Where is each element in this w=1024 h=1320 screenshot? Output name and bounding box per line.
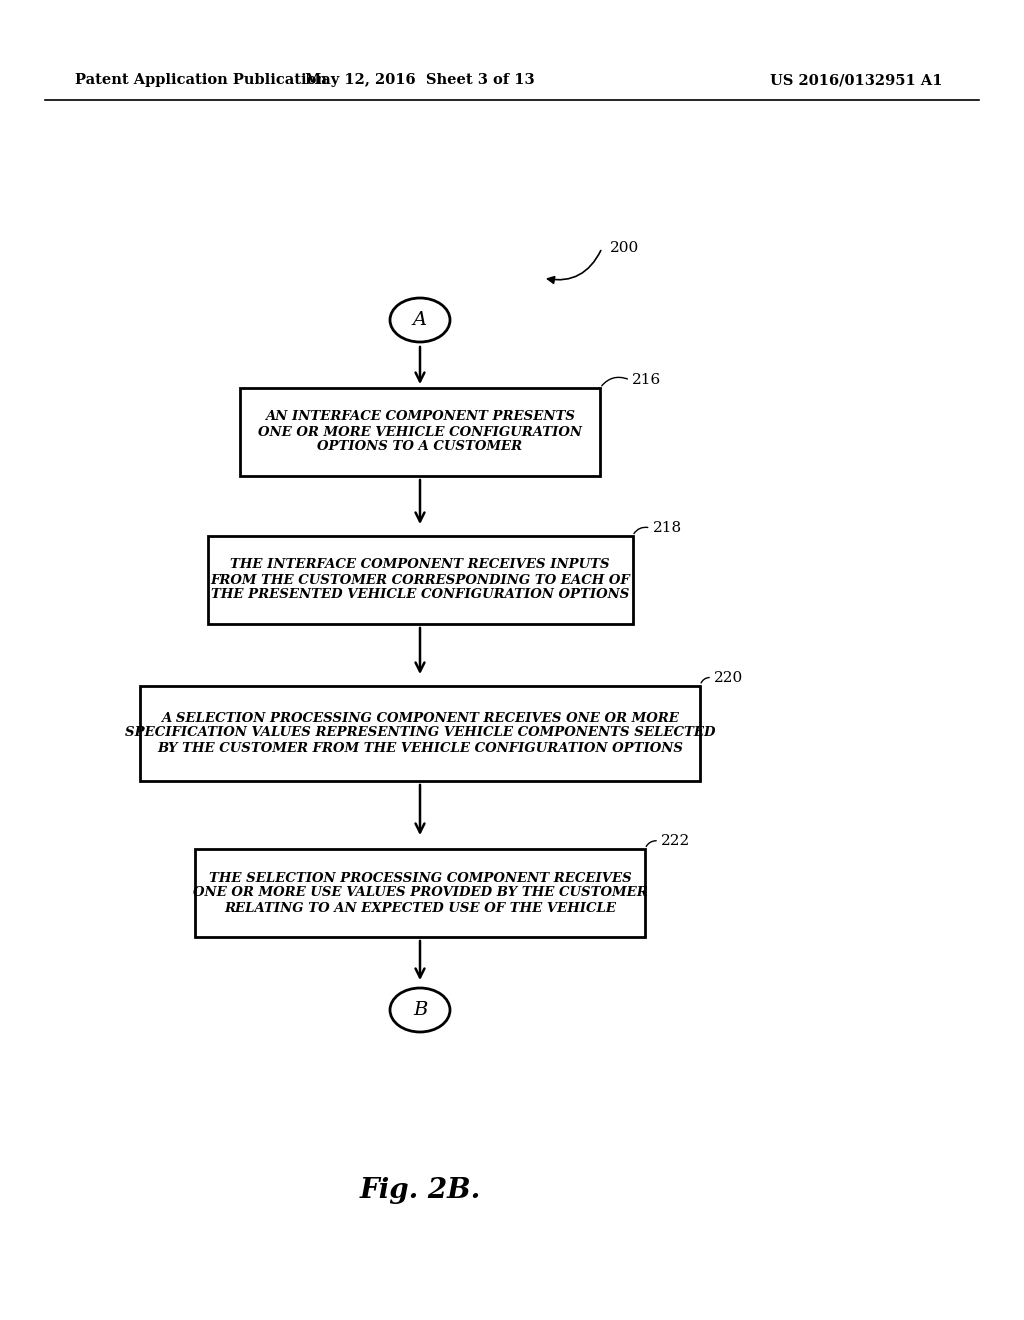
FancyBboxPatch shape (195, 849, 645, 937)
Text: 216: 216 (632, 374, 662, 387)
Text: AN INTERFACE COMPONENT PRESENTS
ONE OR MORE VEHICLE CONFIGURATION
OPTIONS TO A C: AN INTERFACE COMPONENT PRESENTS ONE OR M… (258, 411, 582, 454)
Text: US 2016/0132951 A1: US 2016/0132951 A1 (770, 73, 942, 87)
FancyArrowPatch shape (548, 251, 601, 284)
FancyBboxPatch shape (208, 536, 633, 624)
Text: 220: 220 (714, 671, 743, 685)
Text: 200: 200 (610, 242, 639, 255)
Text: B: B (413, 1001, 427, 1019)
Text: A SELECTION PROCESSING COMPONENT RECEIVES ONE OR MORE
SPECIFICATION VALUES REPRE: A SELECTION PROCESSING COMPONENT RECEIVE… (125, 711, 715, 755)
FancyBboxPatch shape (240, 388, 600, 477)
Text: Patent Application Publication: Patent Application Publication (75, 73, 327, 87)
Text: Fig. 2B.: Fig. 2B. (359, 1176, 480, 1204)
Text: A: A (413, 312, 427, 329)
Text: 218: 218 (652, 521, 682, 535)
Text: 222: 222 (662, 834, 690, 847)
FancyArrowPatch shape (602, 378, 628, 385)
Text: THE INTERFACE COMPONENT RECEIVES INPUTS
FROM THE CUSTOMER CORRESPONDING TO EACH : THE INTERFACE COMPONENT RECEIVES INPUTS … (210, 558, 630, 602)
Text: May 12, 2016  Sheet 3 of 13: May 12, 2016 Sheet 3 of 13 (305, 73, 535, 87)
Text: THE SELECTION PROCESSING COMPONENT RECEIVES
ONE OR MORE USE VALUES PROVIDED BY T: THE SELECTION PROCESSING COMPONENT RECEI… (193, 871, 647, 915)
FancyArrowPatch shape (701, 677, 710, 682)
FancyBboxPatch shape (140, 685, 700, 780)
FancyArrowPatch shape (634, 527, 648, 533)
FancyArrowPatch shape (646, 841, 656, 846)
